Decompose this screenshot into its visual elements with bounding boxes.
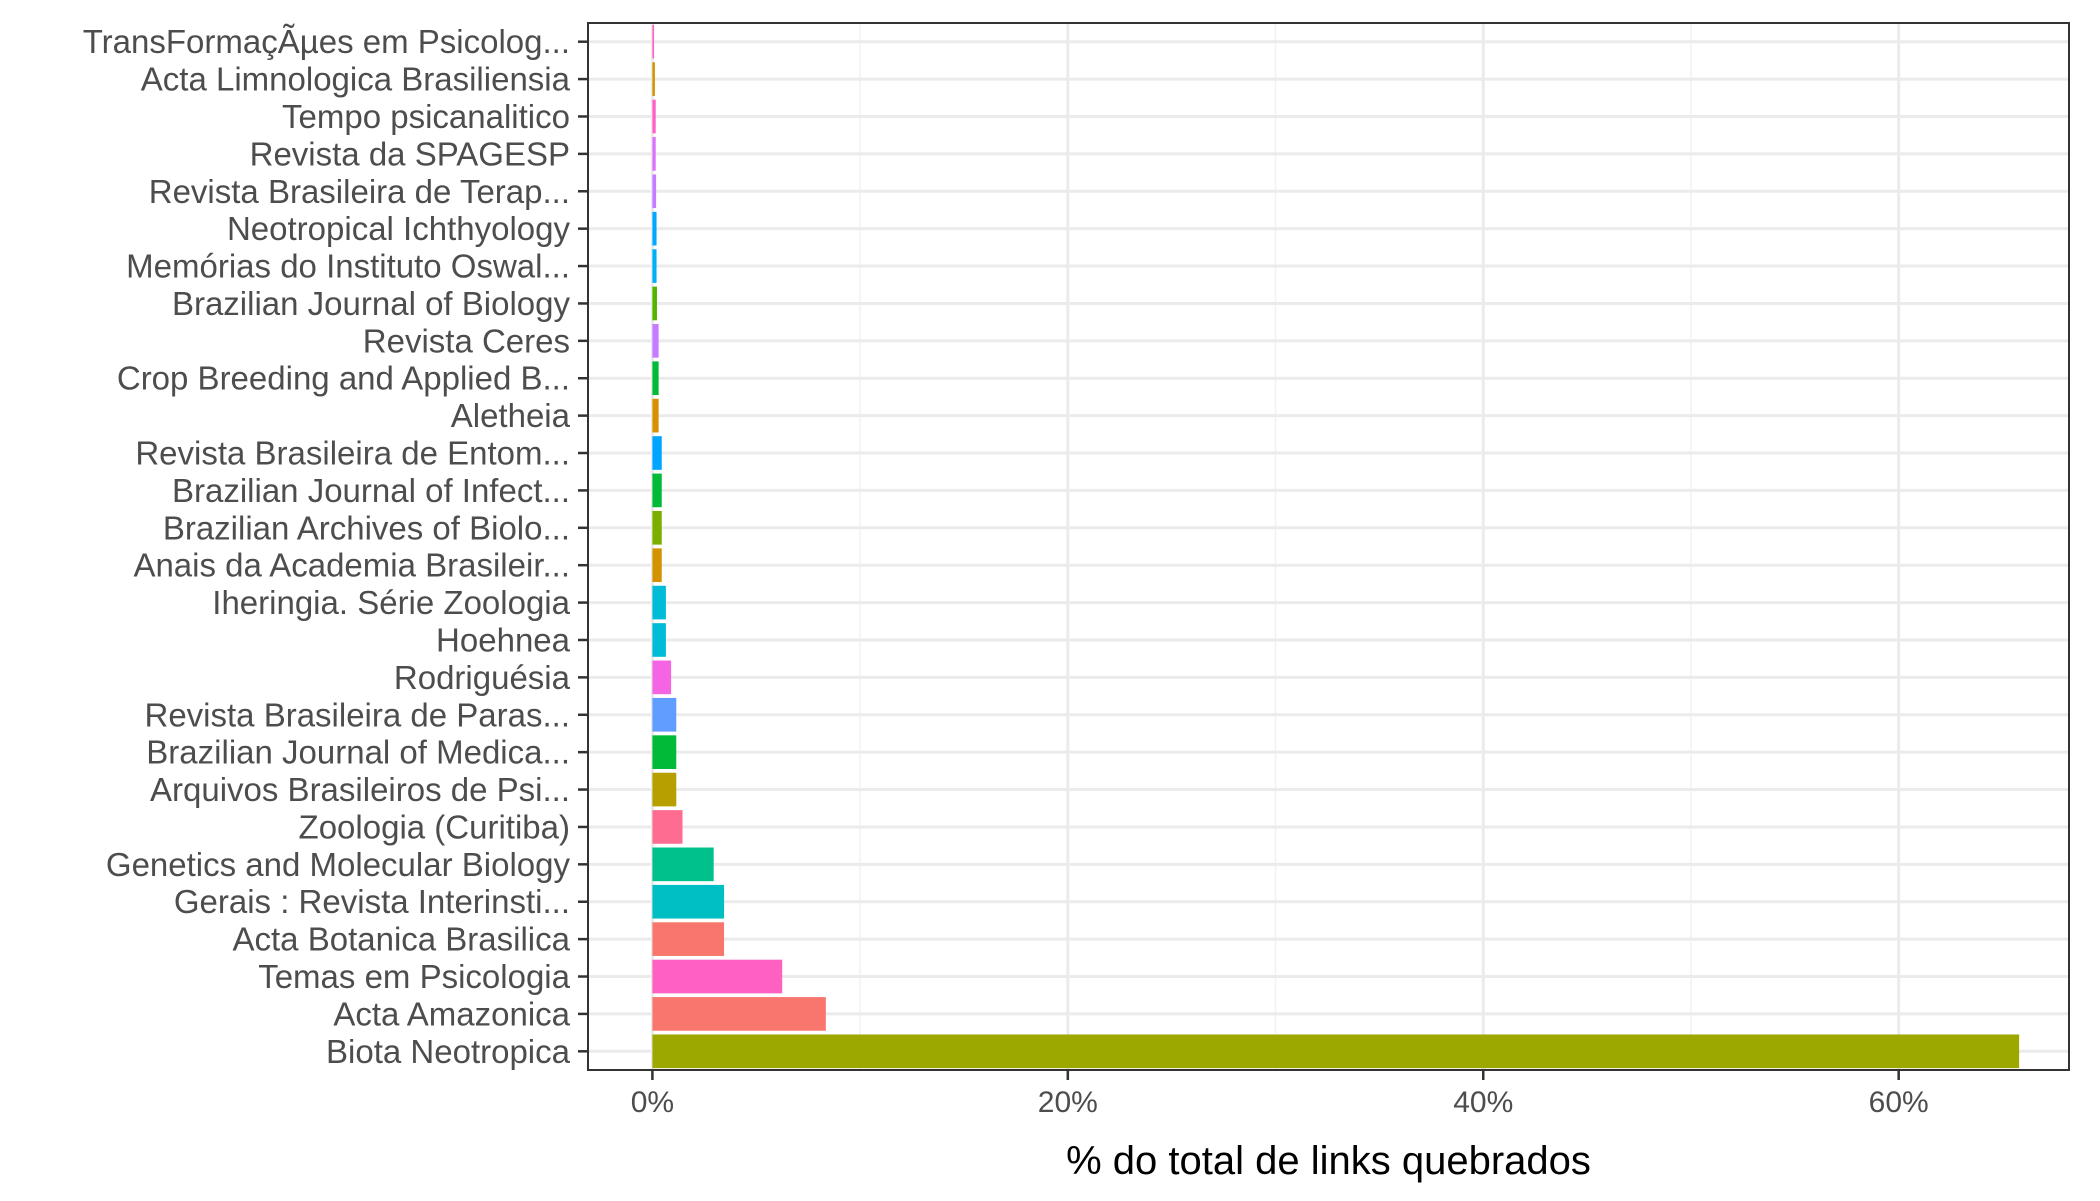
y-tick-label: Acta Amazonica <box>333 995 570 1032</box>
bar <box>652 398 659 433</box>
y-tick-label: Aletheia <box>451 397 571 434</box>
bar <box>652 249 657 283</box>
y-axis: TransFormaçÃµes em Psicolog...Acta Limno… <box>83 23 588 1070</box>
y-tick-label: Tempo psicanalitico <box>282 98 570 135</box>
y-tick-label: Brazilian Journal of Biology <box>172 285 571 322</box>
x-tick-label: 20% <box>1038 1086 1098 1119</box>
x-tick-label: 0% <box>631 1086 674 1119</box>
bar <box>652 772 677 807</box>
y-tick-label: TransFormaçÃµes em Psicolog... <box>83 23 570 60</box>
y-tick-label: Revista Brasileira de Paras... <box>144 696 570 733</box>
y-tick-label: Revista Brasileira de Entom... <box>135 435 570 472</box>
bar <box>652 436 662 470</box>
bar <box>652 99 656 134</box>
y-tick-label: Hoehnea <box>436 621 571 658</box>
bar <box>652 810 683 844</box>
y-tick-label: Revista Ceres <box>363 322 570 359</box>
bar <box>652 884 725 919</box>
x-axis-title: % do total de links quebrados <box>1066 1139 1591 1183</box>
bar <box>652 510 662 545</box>
y-tick-label: Revista da SPAGESP <box>250 135 570 172</box>
bar <box>652 735 677 769</box>
y-tick-label: Brazilian Journal of Medica... <box>146 734 570 771</box>
bar <box>652 997 826 1031</box>
bar <box>652 473 662 508</box>
y-tick-label: Temas em Psicologia <box>258 958 570 995</box>
bar <box>652 660 672 695</box>
y-tick-label: Memórias do Instituto Oswal... <box>126 248 570 285</box>
bar <box>652 137 656 171</box>
bar <box>652 174 657 209</box>
bar <box>652 324 659 358</box>
y-tick-label: Rodriguésia <box>394 659 571 696</box>
bar <box>652 211 657 246</box>
bar <box>652 548 662 583</box>
y-tick-label: Biota Neotropica <box>326 1033 571 1070</box>
y-tick-label: Acta Limnologica Brasiliensia <box>141 61 571 98</box>
bars <box>652 24 2020 1069</box>
bar <box>652 623 666 657</box>
bar <box>652 24 655 59</box>
x-tick-label: 60% <box>1869 1086 1929 1119</box>
y-tick-label: Gerais : Revista Interinsti... <box>174 883 570 920</box>
bar <box>652 62 655 96</box>
y-tick-label: Zoologia (Curitiba) <box>299 808 570 845</box>
bar <box>652 361 659 396</box>
y-tick-label: Genetics and Molecular Biology <box>106 846 571 883</box>
x-axis: 0% 20% 40% 60% <box>631 1070 1929 1119</box>
y-tick-label: Crop Breeding and Applied B... <box>117 360 570 397</box>
bar <box>652 1034 2020 1069</box>
y-tick-label: Brazilian Archives of Biolo... <box>163 509 570 546</box>
bar <box>652 286 657 321</box>
bar <box>652 585 666 620</box>
y-tick-label: Brazilian Journal of Infect... <box>172 472 570 509</box>
y-tick-label: Acta Botanica Brasilica <box>233 921 571 958</box>
y-tick-label: Iheringia. Série Zoologia <box>212 584 570 621</box>
y-tick-label: Anais da Academia Brasileir... <box>133 547 570 584</box>
y-tick-label: Revista Brasileira de Terap... <box>149 173 570 210</box>
panel-border <box>587 22 2070 1071</box>
bar <box>652 847 714 882</box>
bar <box>652 959 783 994</box>
bar <box>652 922 725 956</box>
bar <box>652 697 677 732</box>
x-tick-label: 40% <box>1453 1086 1513 1119</box>
y-tick-label: Arquivos Brasileiros de Psi... <box>150 771 570 808</box>
y-tick-label: Neotropical Ichthyology <box>227 210 571 247</box>
